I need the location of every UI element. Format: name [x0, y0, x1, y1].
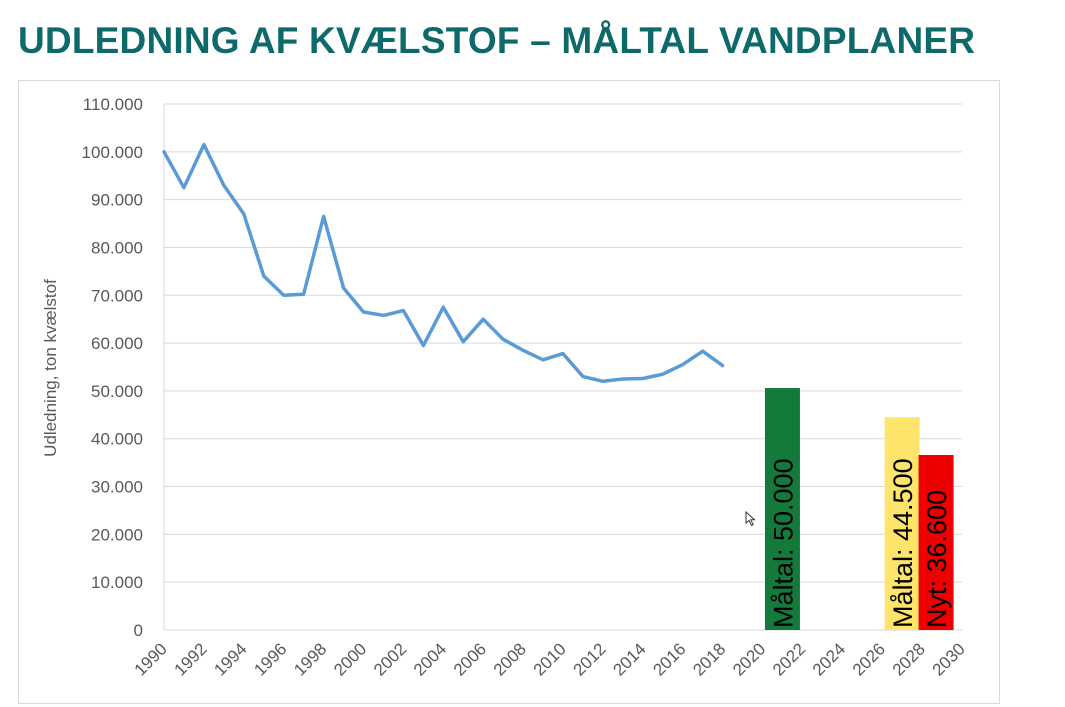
y-tick-label: 100.000 — [82, 143, 143, 162]
x-tick-label: 1990 — [131, 639, 171, 679]
bar-label: Måltal: 50.000 — [768, 458, 798, 628]
bar-yellow — [884, 417, 920, 630]
x-tick-label: 2028 — [889, 639, 929, 679]
x-tick-label: 2006 — [450, 639, 490, 679]
y-tick-label: 110.000 — [83, 95, 143, 114]
y-tick-label: 60.000 — [91, 334, 143, 353]
x-tick-label: 2022 — [769, 639, 809, 679]
x-tick-label: 2026 — [849, 639, 889, 679]
y-tick-label: 50.000 — [91, 382, 143, 401]
x-tick-label: 1998 — [290, 639, 330, 679]
mouse-pointer-icon — [745, 511, 756, 527]
y-tick-label: 0 — [134, 621, 143, 640]
x-tick-label: 2004 — [410, 639, 450, 679]
x-tick-label: 1994 — [210, 639, 250, 679]
y-tick-label: 80.000 — [91, 238, 143, 257]
x-tick-label: 2016 — [649, 639, 689, 679]
bar-red — [918, 454, 954, 630]
x-tick-label: 2008 — [490, 639, 530, 679]
bar-label: Måltal: 44.500 — [888, 458, 918, 628]
series-line — [162, 142, 725, 384]
y-tick-label: 10.000 — [91, 573, 143, 592]
x-tick-label: 1996 — [250, 639, 290, 679]
x-tick-label: 2020 — [729, 639, 769, 679]
bar-label: Nyt: 36.600 — [922, 490, 952, 628]
slide-title: UDLEDNING AF KVÆLSTOF – MÅLTAL VANDPLANE… — [18, 20, 976, 61]
y-tick-label: 90.000 — [91, 191, 143, 210]
x-tick-label: 2024 — [809, 639, 849, 679]
y-tick-label: 30.000 — [91, 478, 143, 497]
x-tick-label: 2030 — [929, 639, 969, 679]
x-tick-label: 2000 — [330, 639, 370, 679]
y-tick-label: 70.000 — [91, 286, 143, 305]
x-tick-label: 2012 — [570, 639, 610, 679]
x-tick-label: 2018 — [689, 639, 729, 679]
x-tick-label: 2010 — [530, 639, 570, 679]
y-axis-title: Udledning, ton kvælstof — [41, 279, 60, 457]
x-tick-label: 2014 — [609, 639, 649, 679]
x-tick-label: 2002 — [370, 639, 410, 679]
bar-green — [764, 388, 800, 630]
x-tick-label: 1992 — [171, 639, 211, 679]
y-tick-label: 40.000 — [91, 430, 143, 449]
y-tick-label: 20.000 — [91, 525, 143, 544]
